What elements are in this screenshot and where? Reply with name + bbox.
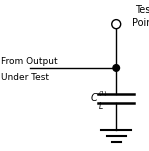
Text: L: L [98, 102, 103, 111]
Circle shape [112, 20, 121, 29]
Text: C: C [90, 93, 97, 103]
Text: (1): (1) [98, 91, 107, 96]
Text: From Output: From Output [1, 57, 58, 66]
Text: Test: Test [135, 5, 149, 14]
Text: Under Test: Under Test [1, 72, 49, 82]
Circle shape [113, 65, 119, 71]
Text: Point: Point [132, 18, 149, 28]
